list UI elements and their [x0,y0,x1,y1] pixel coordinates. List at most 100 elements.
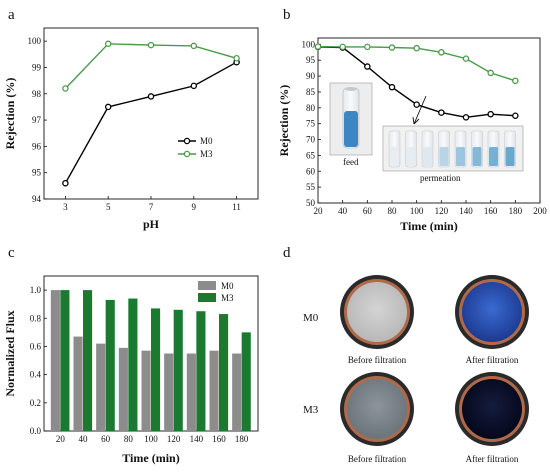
annotation-arrow [413,95,427,125]
x-tick-label: 140 [459,206,473,216]
data-point-m0 [462,114,470,121]
data-point-m0 [104,103,112,111]
permeate-liquid [456,147,465,166]
x-tick-label: 9 [192,202,197,212]
x-tick-label: 20 [314,206,324,216]
x-tick-label: 60 [101,434,111,444]
data-point-m0 [62,179,69,187]
x-tick-label: 140 [190,434,204,444]
data-point-m3 [487,69,494,77]
y-tick-label: 100 [28,36,42,46]
y-tick-label: 0.4 [30,370,42,380]
plot-frame [317,37,541,204]
y-tick-label: 98 [32,89,42,99]
x-tick-label: 160 [484,206,498,216]
x-tick-label: 5 [106,202,111,212]
x-tick-label: 100 [410,206,424,216]
bar-m0 [186,353,196,431]
y-tick-label: 90 [306,71,316,81]
y-tick-label: 80 [306,103,316,113]
x-tick-label: 180 [509,206,523,216]
y-tick-label: 95 [306,55,316,65]
x-tick-label: 11 [232,202,241,212]
permeate-liquid [505,147,515,166]
data-point-m3 [104,40,112,48]
x-tick-label: 160 [212,434,226,444]
permeate-liquid [390,147,399,166]
x-tick-label: 80 [124,434,134,444]
membrane-m3-before-photo [340,372,414,446]
feed-label: feed [343,157,359,167]
y-tick-label: 94 [32,194,42,204]
y-tick-label: 97 [32,115,42,125]
data-point-m3 [147,41,155,49]
bar-m3 [60,290,70,431]
y-tick-label: 0.8 [30,313,42,323]
photo-row-label-m3: M3 [303,404,319,416]
y-tick-label: 0.6 [30,341,42,351]
data-point-m3 [190,42,198,50]
bar-m3 [128,298,138,431]
permeation-label: permeation [420,173,461,183]
panel-label-c: c [8,245,15,261]
y-tick-label: 70 [306,135,316,145]
permeate-liquid [489,147,498,166]
bar-m0 [141,350,151,431]
y-tick-label: 65 [306,150,316,160]
y-axis-label: Rejection (%) [277,85,291,157]
bar-m3 [151,308,161,431]
bar-m3 [83,290,93,431]
x-tick-label: 80 [388,206,398,216]
series-line-m3 [64,43,237,89]
y-tick-label: 95 [32,168,42,178]
legend-label: M0 [200,136,213,146]
caption-m0-before: Before filtration [348,355,407,365]
bar-m3 [173,309,183,431]
permeation-vials-photo: permeation [382,125,524,183]
data-point-m3 [233,55,240,62]
x-tick-label: 120 [167,434,181,444]
data-point-m3 [364,43,371,51]
plot-frame [43,27,259,200]
data-point-m0 [190,82,198,90]
series-line-m0 [64,61,237,184]
data-point-m0 [388,83,396,91]
x-tick-label: 120 [435,206,449,216]
data-point-m3 [413,44,420,52]
permeate-liquid [439,147,449,166]
caption-m0-after: After filtration [466,355,519,365]
x-axis-label: pH [143,217,160,231]
bar-m0 [73,336,83,431]
y-tick-label: 85 [306,87,316,97]
y-tick-label: 55 [306,182,316,192]
x-tick-label: 60 [363,206,373,216]
bar-m0 [50,290,60,431]
data-point-m3 [462,55,470,62]
y-tick-label: 0.0 [30,426,42,436]
data-point-m3 [512,77,519,85]
membrane-m3-after-photo [455,372,529,446]
x-tick-label: 180 [235,434,249,444]
panel-label-d: d [283,245,291,261]
x-tick-label: 40 [79,434,89,444]
data-point-m0 [147,93,155,100]
chart-a-rejection-vs-ph: 94 95 96 97 98 99 100 Rejection (%) pH 3 5 7 9 11 M0 M3 [3,27,259,231]
x-tick-label: 7 [149,202,154,212]
legend-marker [183,150,191,158]
y-tick-label: 99 [32,62,42,72]
bar-m0 [209,350,219,431]
permeate-liquid [423,147,432,166]
y-tick-label: 1.0 [30,285,42,295]
data-point-m0 [487,110,494,118]
data-point-m0 [413,101,420,108]
panel-label-a: a [8,7,15,23]
y-tick-label: 96 [32,141,42,151]
caption-m3-after: After filtration [466,454,519,464]
data-point-m3 [314,43,322,50]
y-tick-label: 50 [306,198,316,208]
legend-label: M0 [221,281,234,291]
caption-m3-before: Before filtration [348,454,407,464]
x-tick-label: 100 [144,434,158,444]
data-point-m3 [339,43,346,51]
